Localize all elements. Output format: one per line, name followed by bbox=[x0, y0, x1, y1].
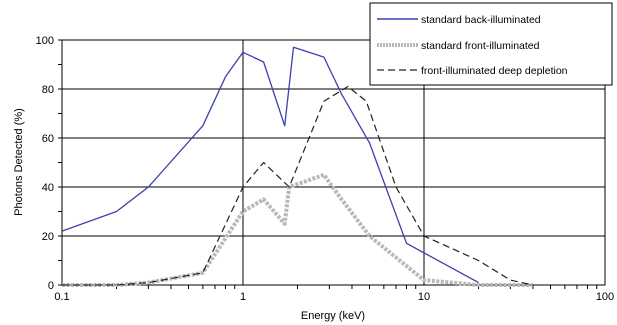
y-tick-label: 0 bbox=[48, 280, 54, 292]
legend-label-deep-depletion: front-illuminated deep depletion bbox=[421, 65, 568, 77]
x-tick-label: 1 bbox=[240, 291, 246, 303]
x-tick-label: 100 bbox=[596, 291, 614, 303]
x-tick-label: 10 bbox=[418, 291, 430, 303]
legend-label-back-illuminated: standard back-illuminated bbox=[421, 14, 541, 26]
legend-label-front-illuminated: standard front-illuminated bbox=[421, 40, 540, 52]
y-tick-label: 20 bbox=[42, 231, 54, 243]
legend: standard back-illuminated standard front… bbox=[370, 3, 612, 85]
y-axis-label: Photons Detected (%) bbox=[13, 108, 25, 216]
x-tick-label: 0.1 bbox=[54, 291, 69, 303]
y-tick-label: 100 bbox=[36, 35, 54, 47]
y-tick-label: 60 bbox=[42, 133, 54, 145]
y-tick-label: 80 bbox=[42, 84, 54, 96]
y-tick-label: 40 bbox=[42, 182, 54, 194]
x-axis-label: Energy (keV) bbox=[301, 310, 365, 322]
